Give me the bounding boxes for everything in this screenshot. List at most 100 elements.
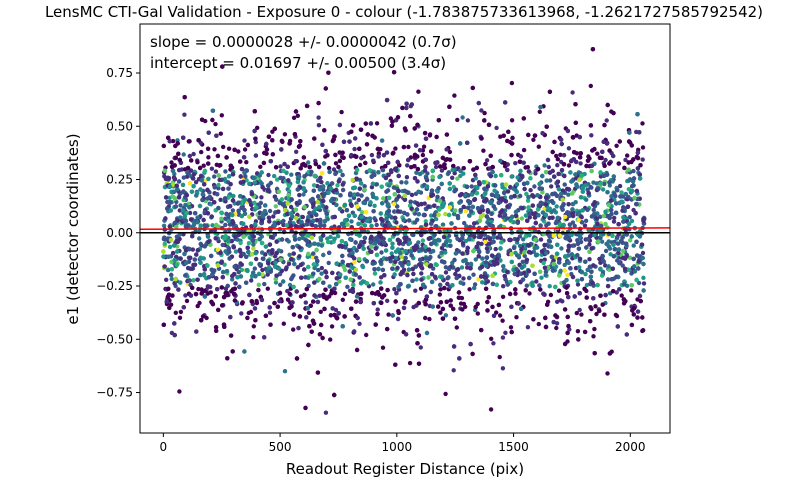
scatter-point xyxy=(178,215,183,220)
scatter-point xyxy=(287,252,292,257)
scatter-point xyxy=(282,369,288,374)
scatter-point xyxy=(273,165,279,170)
scatter-point xyxy=(443,265,449,270)
scatter-point xyxy=(561,153,567,158)
scatter-point xyxy=(519,216,525,221)
scatter-point xyxy=(527,215,532,220)
scatter-point xyxy=(348,191,353,196)
scatter-point xyxy=(282,132,288,137)
scatter-point xyxy=(216,182,221,188)
scatter-point xyxy=(416,89,421,94)
scatter-point xyxy=(565,314,570,320)
scatter-point xyxy=(337,158,343,164)
scatter-point xyxy=(208,202,214,207)
scatter-point xyxy=(213,169,219,174)
scatter-point xyxy=(462,220,467,226)
scatter-point xyxy=(610,233,615,238)
scatter-point xyxy=(320,335,325,341)
scatter-point xyxy=(356,197,361,203)
scatter-point xyxy=(422,168,428,173)
scatter-point xyxy=(226,146,232,151)
scatter-point xyxy=(636,280,642,286)
scatter-point xyxy=(387,237,393,243)
scatter-point xyxy=(266,172,271,178)
scatter-point xyxy=(559,168,565,173)
scatter-point xyxy=(440,222,446,227)
scatter-point xyxy=(213,121,218,127)
scatter-point xyxy=(404,175,410,180)
scatter-point xyxy=(589,133,594,138)
scatter-point xyxy=(335,183,340,188)
scatter-point xyxy=(554,204,559,209)
scatter-point xyxy=(614,290,619,295)
scatter-point xyxy=(318,309,323,314)
scatter-point xyxy=(482,186,487,191)
scatter-point xyxy=(357,162,363,168)
scatter-point xyxy=(407,240,413,246)
scatter-point xyxy=(249,274,255,279)
scatter-point xyxy=(494,282,499,287)
scatter-point xyxy=(482,110,487,116)
scatter-point xyxy=(522,253,527,259)
scatter-point xyxy=(214,276,219,281)
scatter-point xyxy=(293,207,299,212)
scatter-point xyxy=(167,305,172,310)
scatter-point xyxy=(415,201,420,206)
scatter-point xyxy=(242,211,248,216)
scatter-point xyxy=(585,267,590,273)
scatter-point xyxy=(161,254,166,259)
scatter-point xyxy=(214,222,219,228)
scatter-point xyxy=(497,213,502,218)
scatter-point xyxy=(277,298,282,304)
scatter-point xyxy=(317,332,323,337)
scatter-point xyxy=(520,259,525,264)
scatter-point xyxy=(532,215,538,220)
scatter-point xyxy=(295,113,300,119)
scatter-point xyxy=(444,147,449,152)
scatter-point xyxy=(190,285,195,290)
scatter-point xyxy=(417,148,423,153)
scatter-point xyxy=(476,277,481,282)
scatter-point xyxy=(286,239,291,244)
scatter-point xyxy=(500,294,506,299)
scatter-point xyxy=(641,288,646,293)
scatter-point xyxy=(162,241,167,246)
scatter-point xyxy=(409,102,414,107)
scatter-point xyxy=(539,275,544,280)
scatter-point xyxy=(393,249,399,254)
scatter-point xyxy=(602,312,607,317)
scatter-point xyxy=(342,291,348,297)
scatter-point xyxy=(629,218,635,224)
scatter-point xyxy=(493,246,498,252)
scatter-point xyxy=(611,153,616,159)
scatter-point xyxy=(352,192,357,197)
scatter-point xyxy=(549,184,554,189)
scatter-point xyxy=(378,259,383,264)
scatter-point xyxy=(255,125,260,130)
scatter-point xyxy=(354,248,359,253)
scatter-point xyxy=(337,279,342,284)
scatter-point xyxy=(215,287,220,292)
scatter-point xyxy=(443,270,449,275)
scatter-point xyxy=(349,152,354,158)
scatter-point xyxy=(177,167,182,173)
scatter-point xyxy=(275,177,280,182)
scatter-point xyxy=(427,133,433,138)
scatter-point xyxy=(613,312,619,318)
scatter-point xyxy=(501,264,506,269)
scatter-point xyxy=(426,275,431,280)
scatter-point xyxy=(196,286,201,292)
scatter-point xyxy=(471,167,476,172)
scatter-point xyxy=(640,145,646,150)
scatter-point xyxy=(342,218,348,224)
scatter-point xyxy=(332,290,338,296)
scatter-point xyxy=(209,166,215,171)
scatter-point xyxy=(477,182,482,187)
scatter-point xyxy=(352,260,357,265)
scatter-point xyxy=(640,157,645,162)
scatter-point xyxy=(540,190,545,195)
scatter-point xyxy=(485,249,490,254)
scatter-point xyxy=(260,185,265,190)
scatter-point xyxy=(353,267,359,272)
scatter-point xyxy=(436,118,441,123)
